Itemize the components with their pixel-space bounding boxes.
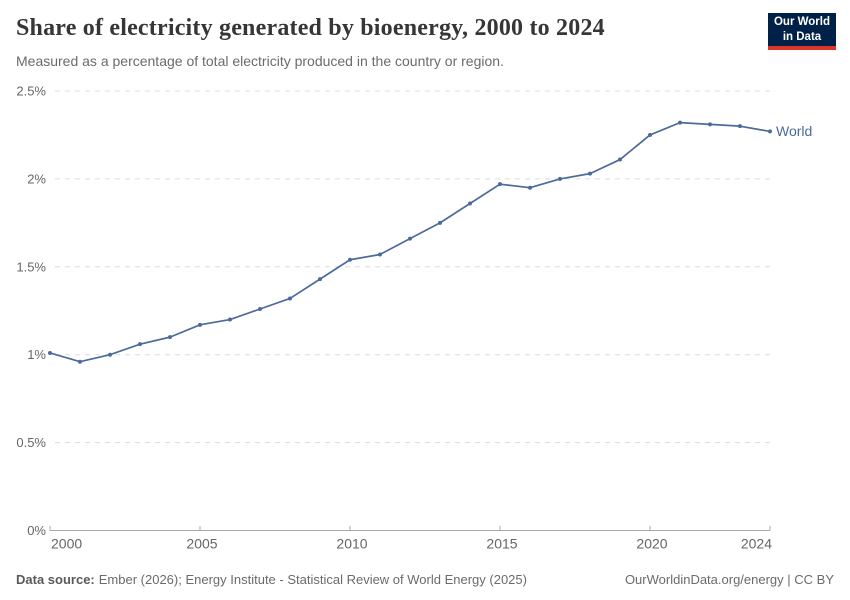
data-point [348, 257, 352, 262]
y-axis-tick-label: 0.5% [16, 435, 46, 450]
data-point [618, 157, 622, 162]
y-axis-tick-label: 2% [27, 171, 46, 186]
data-point [768, 129, 772, 134]
data-point [738, 124, 742, 129]
x-axis-tick-label: 2024 [741, 536, 772, 552]
x-axis-tick-label: 2015 [486, 536, 517, 552]
data-point [648, 132, 652, 137]
data-point [48, 350, 52, 355]
data-source-text: Ember (2026); Energy Institute - Statist… [98, 572, 527, 587]
series-end-label: World [776, 123, 812, 139]
data-point [198, 322, 202, 327]
owid-logo[interactable]: Our World in Data [768, 13, 836, 50]
chart-footer: Data source: Ember (2026); Energy Institu… [16, 572, 834, 587]
data-point [168, 335, 172, 340]
data-point [588, 171, 592, 176]
data-point [468, 201, 472, 206]
y-axis-tick-label: 1.5% [16, 259, 46, 274]
data-point [678, 120, 682, 125]
y-axis-tick-label: 0% [27, 523, 46, 538]
logo-line-1: Our World [773, 16, 830, 29]
data-point [318, 277, 322, 282]
page-title: Share of electricity generated by bioene… [16, 15, 605, 41]
data-point [138, 342, 142, 347]
data-point [378, 252, 382, 257]
x-axis-tick-label: 2020 [636, 536, 667, 552]
x-axis-tick-label: 2010 [336, 536, 367, 552]
data-point [78, 359, 82, 364]
data-point [498, 182, 502, 187]
data-point [438, 220, 442, 225]
data-point [228, 317, 232, 322]
chart-subtitle: Measured as a percentage of total electr… [16, 52, 504, 69]
x-axis-tick-label: 2005 [186, 536, 217, 552]
data-point [288, 296, 292, 301]
y-axis-tick-label: 1% [27, 347, 46, 362]
data-point [258, 306, 262, 311]
data-source-label: Data source: [16, 572, 95, 587]
data-point [528, 185, 532, 190]
logo-line-2: in Data [782, 30, 822, 43]
data-point [708, 122, 712, 127]
x-axis-tick-label: 2000 [51, 536, 82, 552]
y-axis-tick-label: 2.5% [16, 84, 46, 99]
owid-link[interactable]: OurWorldinData.org/energy | CC BY [624, 572, 834, 587]
data-point [408, 236, 412, 241]
data-line [49, 121, 771, 363]
data-point [108, 352, 112, 357]
data-source: Data source: Ember (2026); Energy Institu… [16, 572, 527, 587]
data-point [558, 176, 562, 181]
